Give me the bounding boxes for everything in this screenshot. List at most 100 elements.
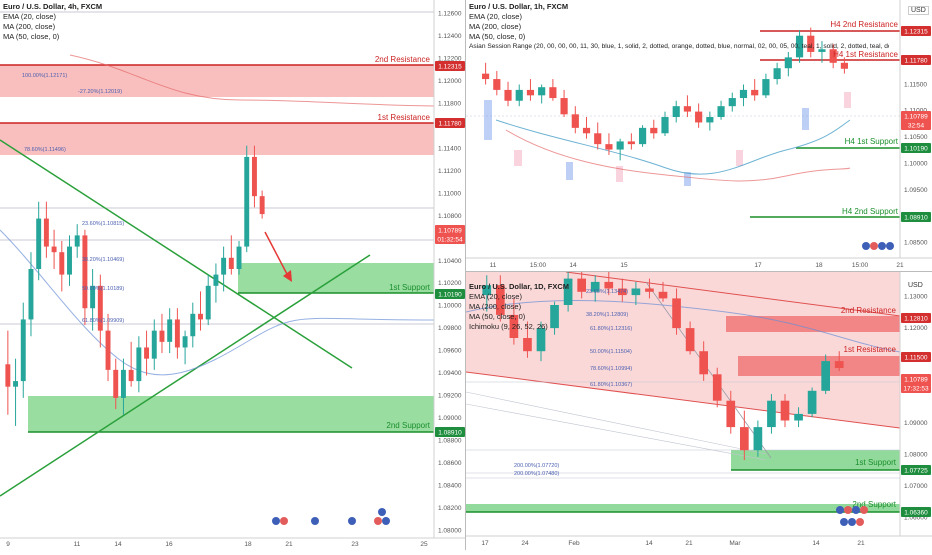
indicator-ma200[interactable]: MA (200, close) <box>469 302 522 311</box>
h1-candle[interactable] <box>739 84 748 107</box>
h4-candle[interactable] <box>43 201 49 258</box>
indicator-ema[interactable]: EMA (20, close) <box>469 292 522 301</box>
h4-candle[interactable] <box>51 229 57 269</box>
d1-candle[interactable] <box>780 394 790 428</box>
h1-candle[interactable] <box>683 95 692 118</box>
d1-candle[interactable] <box>658 281 668 302</box>
d1-candle[interactable] <box>672 288 681 335</box>
h4-candle[interactable] <box>151 319 157 370</box>
h4-candle[interactable] <box>105 313 111 382</box>
d1-candle[interactable] <box>834 351 844 371</box>
indicator-ma50[interactable]: MA (50, close, 0) <box>469 312 526 321</box>
chart-4h[interactable]: 1.126001.124001.122001.120001.118001.116… <box>0 0 466 550</box>
d1-candle[interactable] <box>753 420 763 457</box>
d1-candle[interactable] <box>577 272 587 299</box>
h4-candle[interactable] <box>5 330 11 415</box>
h4-candle[interactable] <box>82 229 88 326</box>
h4-candle[interactable] <box>90 269 96 331</box>
h4-candle[interactable] <box>159 313 165 354</box>
h1-candle[interactable] <box>829 43 837 69</box>
h4-candle[interactable] <box>67 235 72 286</box>
h4-candle[interactable] <box>190 302 196 348</box>
h4-candle[interactable] <box>74 224 80 258</box>
h4-candle[interactable] <box>36 201 42 281</box>
h1-candle[interactable] <box>818 41 826 63</box>
h1-candle[interactable] <box>582 117 591 139</box>
h4-candle[interactable] <box>182 330 188 365</box>
d1-candle[interactable] <box>482 275 492 312</box>
h4-candle[interactable] <box>28 252 34 337</box>
h1-candle[interactable] <box>638 125 647 147</box>
d1-candle[interactable] <box>699 341 709 381</box>
indicator-ma50[interactable]: MA (50, close, 0) <box>3 32 60 41</box>
h1-candle[interactable] <box>807 27 815 58</box>
h4-candle[interactable] <box>128 341 134 387</box>
h1-candle[interactable] <box>482 62 490 85</box>
indicator-ma200[interactable]: MA (200, close) <box>469 22 522 31</box>
h1-candle[interactable] <box>538 84 546 104</box>
h1-candle[interactable] <box>594 122 602 150</box>
h1-candle[interactable] <box>526 79 535 101</box>
h1-candle[interactable] <box>840 57 848 74</box>
h4-candle[interactable] <box>205 274 211 326</box>
h1-candle[interactable] <box>605 133 613 155</box>
indicator-ema[interactable]: EMA (20, close) <box>3 12 56 21</box>
d1-candle[interactable] <box>509 298 519 345</box>
h1-candle[interactable] <box>728 92 736 112</box>
event-flag-icons[interactable] <box>862 242 894 250</box>
h4-candle[interactable] <box>136 336 142 393</box>
h1-candle[interactable] <box>504 81 512 107</box>
h1-candle[interactable] <box>650 119 658 139</box>
h1-candle[interactable] <box>706 111 714 131</box>
chart-1d[interactable]: 1.130001.120001.110001.100001.090001.080… <box>465 271 932 550</box>
h4-candle[interactable] <box>144 330 150 376</box>
indicator-asian-session[interactable]: Asian Session Range (20, 00, 00, 00, 11,… <box>469 43 889 50</box>
event-flag-icons[interactable] <box>836 506 868 526</box>
indicator-ema[interactable]: EMA (20, close) <box>469 12 522 21</box>
h1-candle[interactable] <box>571 106 579 134</box>
d1-candle[interactable] <box>645 278 654 299</box>
h1-candle[interactable] <box>751 79 759 101</box>
h4-candle[interactable] <box>113 358 119 410</box>
panel-divider[interactable] <box>466 271 932 272</box>
d1-candle[interactable] <box>631 281 641 305</box>
d1-candle[interactable] <box>617 278 627 302</box>
h1-candle[interactable] <box>672 100 680 123</box>
h4-candle[interactable] <box>213 263 219 303</box>
h4-candle[interactable] <box>20 302 26 398</box>
d1-candle[interactable] <box>726 390 736 434</box>
h4-candle[interactable] <box>120 358 126 415</box>
d1-candle[interactable] <box>685 321 695 355</box>
d1-candle[interactable] <box>807 387 817 418</box>
h1-candle[interactable] <box>493 70 501 96</box>
h4-candle[interactable] <box>167 308 173 354</box>
h1-candle[interactable] <box>717 100 725 120</box>
d1-candle[interactable] <box>794 407 803 428</box>
indicator-ma50[interactable]: MA (50, close, 0) <box>469 32 526 41</box>
h1-candle[interactable] <box>784 51 792 77</box>
d1-candle[interactable] <box>604 272 614 296</box>
panel-divider[interactable] <box>465 0 466 550</box>
d1-candle[interactable] <box>495 275 505 322</box>
indicator-ichimoku[interactable]: Ichimoku (9, 26, 52, 26) <box>469 322 548 331</box>
h4-candle[interactable] <box>236 240 242 275</box>
h1-candle[interactable] <box>515 84 523 107</box>
trendline-down[interactable] <box>0 139 353 369</box>
h1-candle[interactable] <box>616 138 624 161</box>
event-flag-icons[interactable] <box>272 508 390 525</box>
d1-candle[interactable] <box>767 394 776 434</box>
d1-candle[interactable] <box>550 301 559 335</box>
h4-candle[interactable] <box>259 190 265 219</box>
h4-candle[interactable] <box>228 235 234 275</box>
h1-candle[interactable] <box>773 62 781 85</box>
h4-candle[interactable] <box>221 246 227 292</box>
d1-candle[interactable] <box>712 367 722 408</box>
h1-candle[interactable] <box>695 103 703 128</box>
d1-candle[interactable] <box>523 321 532 358</box>
h1-candle[interactable] <box>549 79 557 101</box>
d1-candle[interactable] <box>590 275 600 302</box>
indicator-ma200[interactable]: MA (200, close) <box>3 22 56 31</box>
h4-candle[interactable] <box>198 291 203 331</box>
h4-candle[interactable] <box>13 358 19 426</box>
d1-candle[interactable] <box>739 410 749 461</box>
